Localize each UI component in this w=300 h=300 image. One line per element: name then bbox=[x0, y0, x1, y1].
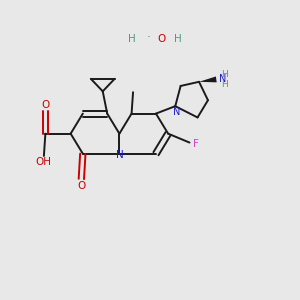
Text: H: H bbox=[174, 34, 182, 44]
Text: O: O bbox=[41, 100, 49, 110]
Text: H: H bbox=[128, 34, 136, 44]
Text: F: F bbox=[193, 139, 198, 149]
Text: N: N bbox=[116, 150, 123, 160]
Text: H: H bbox=[221, 70, 228, 79]
Text: N: N bbox=[218, 74, 226, 84]
Text: O: O bbox=[158, 34, 166, 44]
Polygon shape bbox=[199, 76, 217, 82]
Text: OH: OH bbox=[36, 157, 52, 167]
Text: O: O bbox=[77, 181, 86, 190]
Text: H: H bbox=[221, 80, 228, 89]
Text: ·: · bbox=[146, 31, 151, 44]
Text: N: N bbox=[173, 106, 180, 116]
